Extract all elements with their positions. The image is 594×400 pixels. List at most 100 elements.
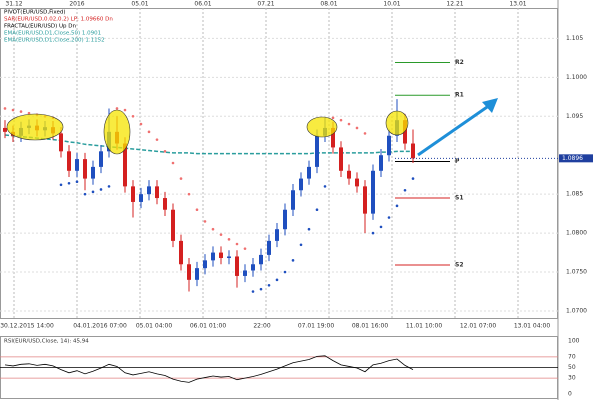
candle-body xyxy=(123,143,127,187)
sar-dot xyxy=(131,114,135,118)
pivot-label: S2 xyxy=(455,262,464,269)
sar-dot xyxy=(115,107,119,110)
candle-body xyxy=(315,135,319,167)
candle-body xyxy=(203,260,207,269)
bottom-date-label: 05.01 04:00 xyxy=(136,323,173,330)
candle-body xyxy=(411,143,415,159)
pivot-label: P xyxy=(455,158,460,165)
sar-dot xyxy=(251,290,255,293)
top-date-label: 2016 xyxy=(69,1,84,8)
highlight xyxy=(6,113,64,141)
candle-body xyxy=(67,151,71,171)
candle-body xyxy=(347,170,351,179)
candle-body xyxy=(3,127,7,132)
candle-body xyxy=(275,229,279,241)
top-date-label: 12.21 xyxy=(446,1,463,8)
rsi-tick-label: 70 xyxy=(568,353,576,360)
sar-dot xyxy=(179,177,183,180)
sar-dot xyxy=(331,116,335,120)
rsi-tick-label: 50 xyxy=(568,364,576,371)
top-date-label: 31.12 xyxy=(5,1,22,8)
candle-body xyxy=(243,270,247,276)
sar-dot xyxy=(139,122,143,126)
top-date-label: 07.21 xyxy=(257,1,274,8)
arrow-shaft xyxy=(417,103,491,157)
sar-dot xyxy=(291,259,295,262)
bottom-date-label: 22:00 xyxy=(253,323,270,330)
candle-body xyxy=(307,166,311,179)
y-tick-label: 1.1000 xyxy=(566,74,587,81)
candle-body xyxy=(147,186,151,195)
sar-dot xyxy=(379,225,383,229)
sar-dot xyxy=(123,108,127,112)
y-tick-label: 1.0800 xyxy=(566,230,587,237)
sar-dot xyxy=(243,247,247,250)
candle-body xyxy=(163,198,167,210)
y-tick-label: 1.0750 xyxy=(566,269,587,276)
sar-dot xyxy=(323,185,327,188)
sar-dot xyxy=(147,130,151,134)
bottom-date-label: 11.01 10:00 xyxy=(406,323,443,330)
sar-dot xyxy=(355,126,359,130)
sar-dot xyxy=(267,283,271,287)
indicator-label: EMA(EUR/USD,D1,Close,200) 1.1152 xyxy=(4,38,105,44)
sar-dot xyxy=(155,138,159,141)
sar-dot xyxy=(211,227,215,231)
sar-dot xyxy=(91,190,95,194)
sar-dot xyxy=(67,181,71,185)
pivot-label: R2 xyxy=(455,59,464,66)
ema-line xyxy=(4,134,413,155)
bottom-date-label: 12.01 07:00 xyxy=(460,323,497,330)
indicator-label: FRACTAL(EUR/USD) Up Dn xyxy=(4,24,76,30)
sar-dot xyxy=(235,242,239,246)
sar-dot xyxy=(307,227,311,231)
pivot-label: S1 xyxy=(455,195,464,202)
candle-body xyxy=(83,159,87,179)
y-tick-label: 1.105 xyxy=(566,35,583,42)
candle-body xyxy=(155,186,159,199)
bottom-date-label: 13.01 04:00 xyxy=(514,323,551,330)
candle-body xyxy=(251,264,255,271)
sar-dot xyxy=(27,111,31,115)
sar-dot xyxy=(411,177,415,180)
candle-body xyxy=(291,190,295,210)
highlight xyxy=(306,116,338,138)
sar-dot xyxy=(83,192,87,196)
candle-body xyxy=(219,252,223,259)
sar-dot xyxy=(219,233,223,236)
indicator-label: SAR(EUR/USD,0.02,0.2) LP: 1.09660 Dn xyxy=(4,17,113,23)
bottom-date-label: 04.01.2016 07:00 xyxy=(73,323,127,330)
candle-body xyxy=(195,268,199,280)
sar-dot xyxy=(259,287,263,291)
candle-body xyxy=(387,135,391,156)
sar-dot xyxy=(395,204,399,208)
candle-body xyxy=(331,127,335,148)
sar-dot xyxy=(339,118,343,122)
sar-dot xyxy=(283,270,287,274)
highlight xyxy=(385,110,409,136)
rsi-title: RSI(EUR/USD,Close, 14): 45,94 xyxy=(4,339,89,345)
candle-body xyxy=(259,254,263,265)
top-date-label: 08.01 xyxy=(320,1,337,8)
y-tick-label: 1.0700 xyxy=(566,307,587,314)
arrow-head xyxy=(482,98,498,113)
rsi-tick-label: 100 xyxy=(568,338,580,345)
sar-dot xyxy=(3,107,7,110)
top-date-label: 06.01 xyxy=(194,1,211,8)
sar-dot xyxy=(347,122,351,126)
sar-dot xyxy=(59,183,63,187)
top-date-label: 13.01 xyxy=(509,1,526,8)
sar-dot xyxy=(187,192,191,196)
candle-body xyxy=(363,186,367,214)
sar-dot xyxy=(163,150,167,153)
indicator-label: EMA(EUR/USD,D1,Close,50) 1.0901 xyxy=(4,31,101,37)
candle-body xyxy=(339,147,343,171)
bottom-date-label: 08.01 16:00 xyxy=(352,323,389,330)
y-tick-label: 1.095 xyxy=(566,113,583,120)
top-date-label: 10.01 xyxy=(383,1,400,8)
sar-dot xyxy=(75,180,79,183)
candle-body xyxy=(59,133,63,152)
